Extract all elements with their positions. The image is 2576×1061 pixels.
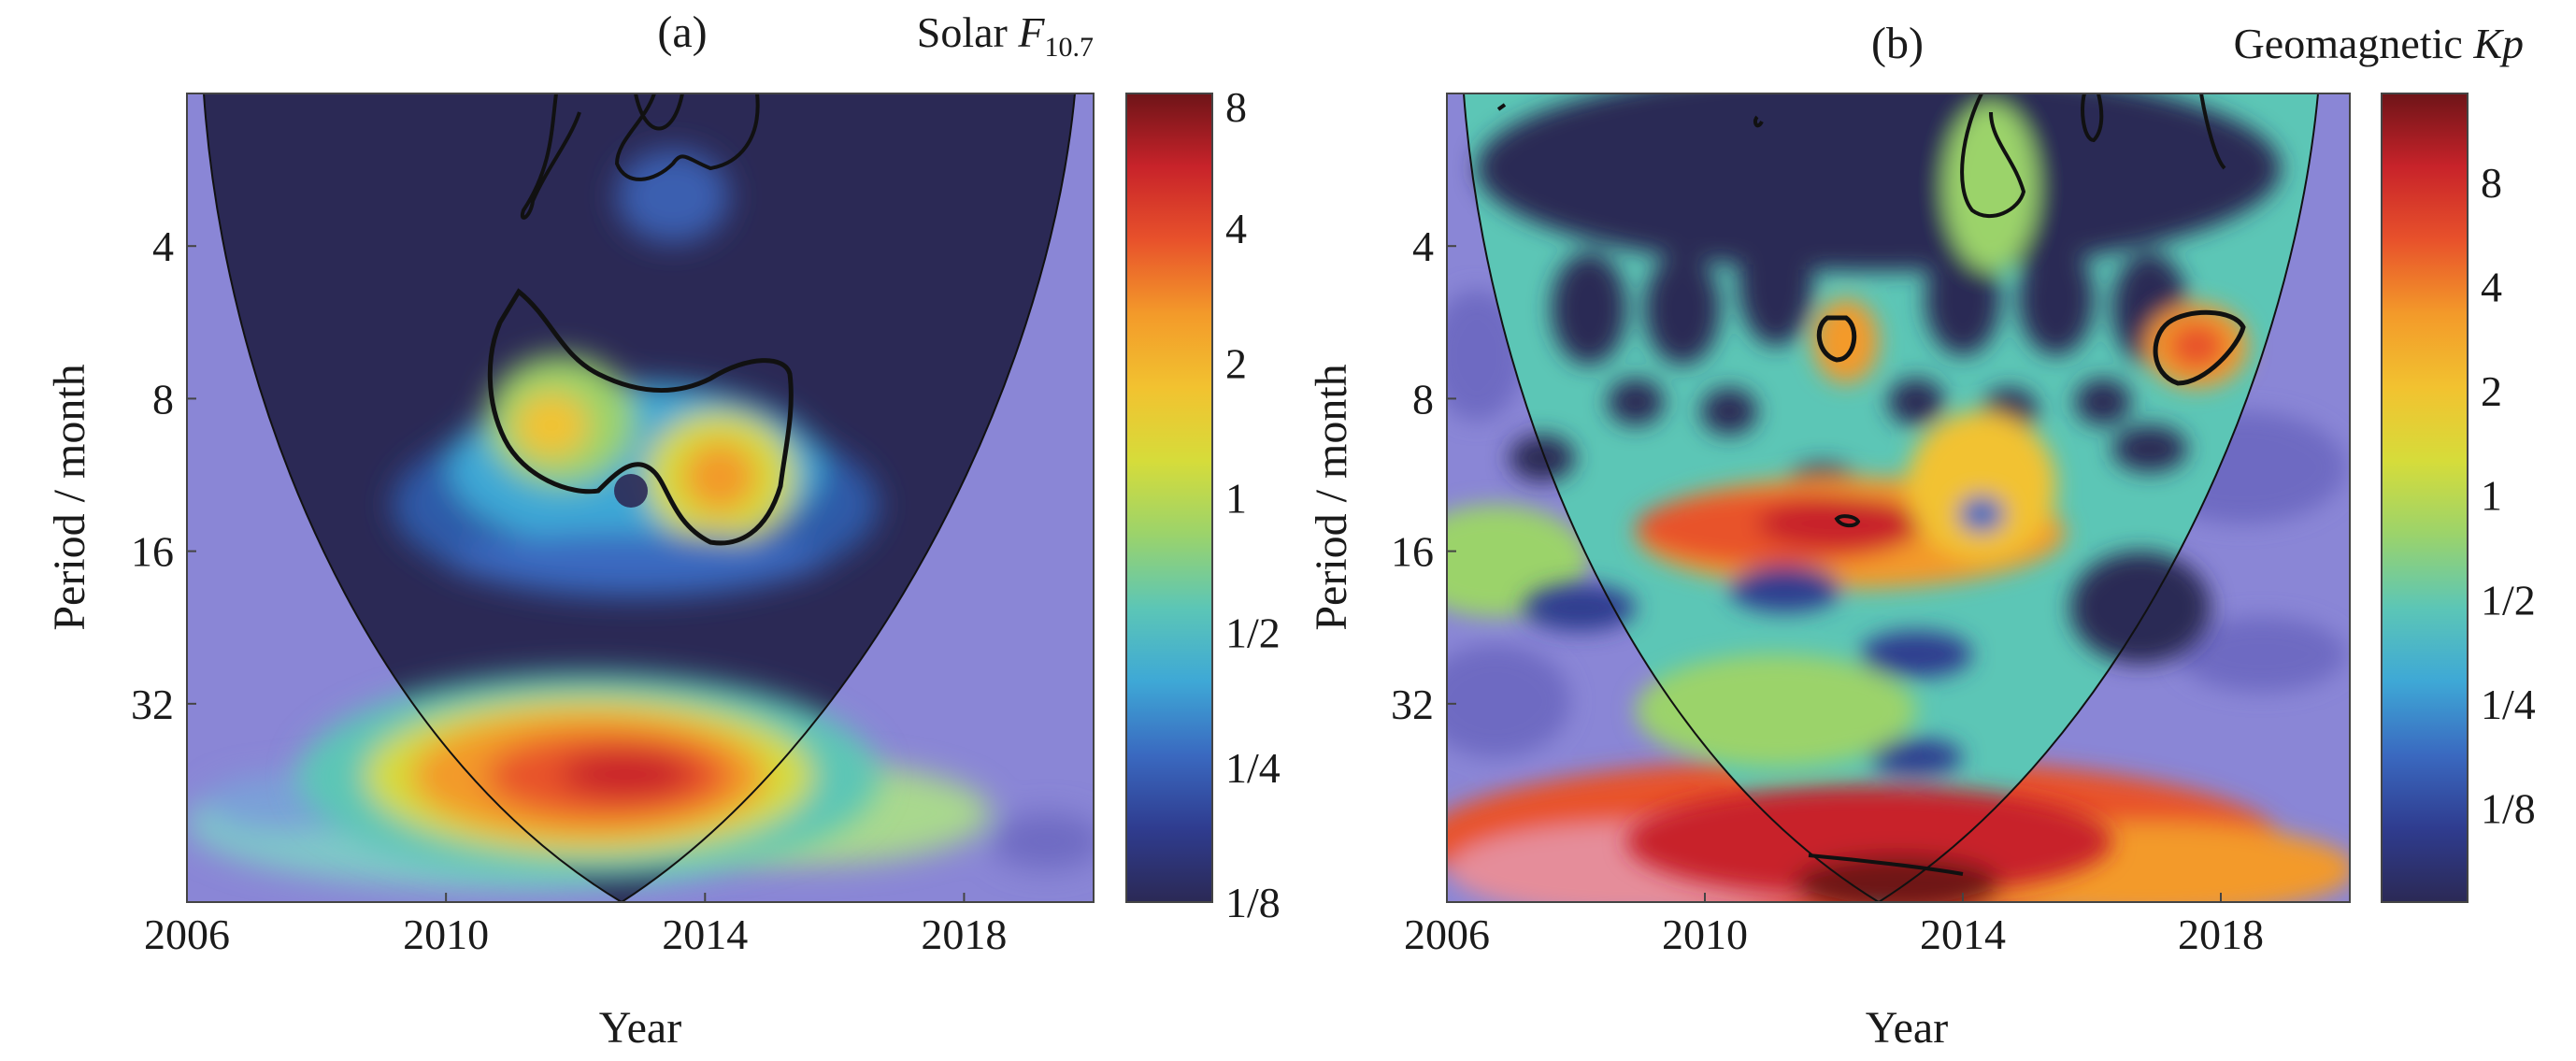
panel-b-colorbar-title-var: Kp <box>2472 20 2524 67</box>
panel-b-y-tick-label: 16 <box>1391 528 1434 576</box>
panel-a-plot-area <box>187 93 1094 902</box>
panel-a-significance-contour <box>520 93 760 220</box>
panel-b-x-tick-label: 2010 <box>1662 910 1748 958</box>
panel-a-colorbar-tick-label: 1 <box>1225 475 1247 523</box>
panel-a-colorbar-tick-label: 2 <box>1225 339 1247 387</box>
panel-b-colorbar: 8 4 2 1 1/2 1/4 1/8 <box>2381 93 2536 903</box>
panel-b-colorbar-tick-label: 4 <box>2481 263 2502 310</box>
panel-b-y-tick-label: 4 <box>1412 222 1434 270</box>
panel-a-colorbar-tick-label: 1/2 <box>1225 609 1281 657</box>
panel-a-colorbar-tick-label: 1/8 <box>1225 879 1281 926</box>
panel-b-colorbar-tick-label: 8 <box>2481 159 2502 207</box>
panel-b-frame <box>1446 93 2351 903</box>
panel-a-y-tick-label: 32 <box>131 681 174 728</box>
panel-a-colorbar-title-var: F <box>1017 8 1045 56</box>
panel-b-significance-contour <box>2153 309 2246 386</box>
panel-b-x-tick-label: 2006 <box>1404 910 1490 958</box>
panel-b-colorbar-tick-label: 1/4 <box>2481 681 2536 728</box>
panel-b-ylabel: Period / month <box>1307 364 1356 630</box>
panel-a-colorbar-title-sub: 10.7 <box>1045 32 1095 63</box>
panel-a-ylabel: Period / month <box>45 364 94 630</box>
panel-b-x-ticks: 2006 2010 2014 2018 <box>1404 893 2264 958</box>
panel-a-colorbar-tick-label: 1/4 <box>1225 744 1281 792</box>
panel-a-x-tick-label: 2014 <box>662 910 748 958</box>
panel-a-y-tick-label: 16 <box>131 528 174 576</box>
panel-a-y-tick-label: 8 <box>152 375 174 423</box>
panel-b-colorbar-title-prefix: Geomagnetic <box>2234 20 2474 67</box>
panel-a-y-tick-label: 4 <box>152 222 174 270</box>
panel-a-xlabel: Year <box>599 1003 681 1053</box>
panel-b-significance-contour <box>1816 315 1857 363</box>
panel-b-x-tick-label: 2014 <box>1920 910 2006 958</box>
panel-b-y-tick-label: 32 <box>1391 681 1434 728</box>
panel-a-significance-contour <box>487 288 794 546</box>
panel-a-x-tick-label: 2010 <box>403 910 489 958</box>
panel-b-colorbar-tick-label: 1/8 <box>2481 785 2536 833</box>
panel-b-y-ticks: 4 8 16 32 <box>1391 222 1456 728</box>
panel-a-colorbar: 8 4 2 1 1/2 1/4 1/8 <box>1125 83 1281 926</box>
panel-a-colorbar-title-prefix: Solar <box>917 8 1019 56</box>
panel-a-frame <box>186 93 1095 903</box>
panel-a-colorbar-title: Solar F10.7 <box>917 8 1094 63</box>
panel-a-y-ticks: 4 8 16 32 <box>131 222 196 728</box>
panel-a: (a) Solar F10.7 <box>45 7 1281 1053</box>
panel-b-colorbar-tick-label: 2 <box>2481 367 2502 415</box>
panel-a-x-tick-label: 2018 <box>921 910 1007 958</box>
panel-a-colorbar-tick-label: 8 <box>1225 83 1247 131</box>
panel-b-significance-contour <box>1834 514 1861 528</box>
panel-b-colorbar-ticks: 8 4 2 1 1/2 1/4 1/8 <box>2481 159 2536 833</box>
panel-b-colorbar-title: Geomagnetic Kp <box>2234 20 2524 67</box>
panel-b-x-tick-label: 2018 <box>2178 910 2264 958</box>
panel-b-plot-area <box>1447 93 2350 902</box>
panel-a-colorbar-ticks: 8 4 2 1 1/2 1/4 1/8 <box>1225 83 1281 926</box>
panel-b: (b) Geomagnetic Kp <box>1307 19 2536 1053</box>
panel-b-colorbar-tick-label: 1 <box>2481 472 2502 520</box>
panel-b-label: (b) <box>1871 19 1924 68</box>
panel-b-y-tick-label: 8 <box>1412 375 1434 423</box>
panel-a-x-ticks: 2006 2010 2014 2018 <box>144 893 1007 958</box>
panel-b-xlabel: Year <box>1866 1003 1948 1053</box>
panel-a-label: (a) <box>657 7 707 57</box>
panel-b-significance-contour <box>1808 853 1964 876</box>
panel-b-significance-contour <box>1960 93 2226 218</box>
panel-a-colorbar-tick-label: 4 <box>1225 205 1247 252</box>
panel-b-colorbar-tick-label: 1/2 <box>2481 576 2536 624</box>
panel-a-x-tick-label: 2006 <box>144 910 230 958</box>
